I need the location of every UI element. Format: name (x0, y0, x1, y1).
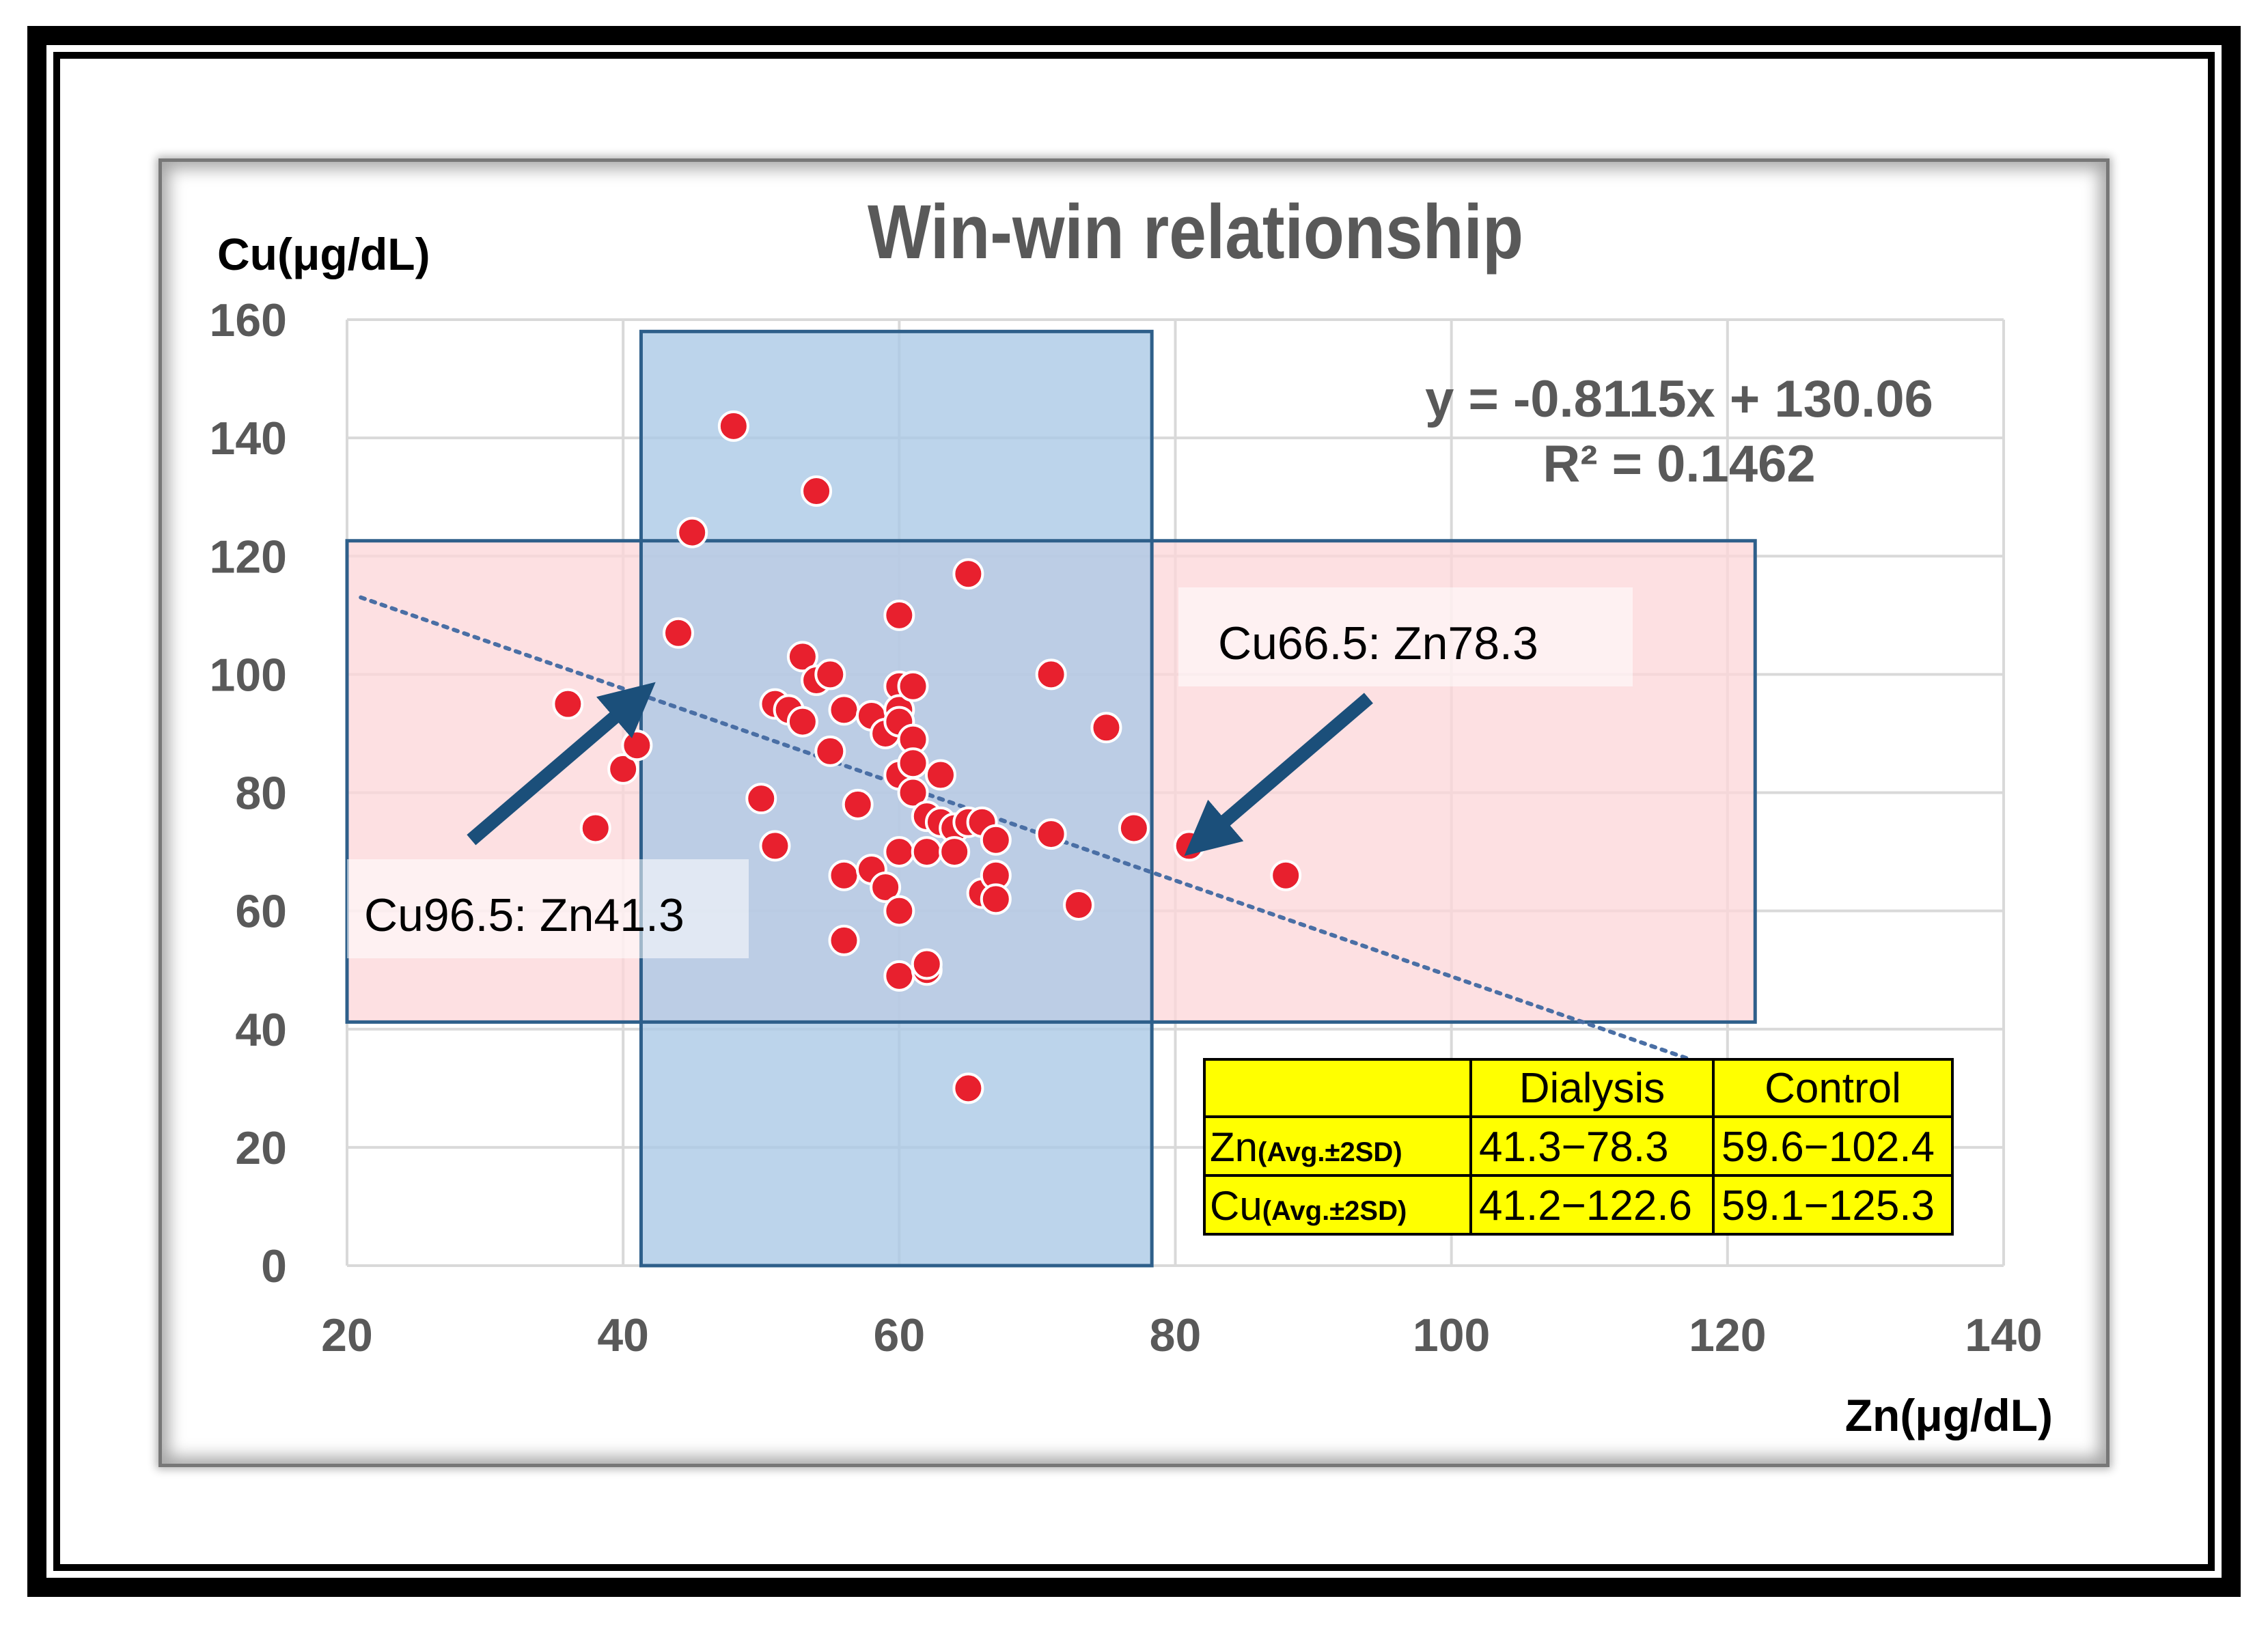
data-point (828, 694, 860, 726)
data-point (883, 960, 915, 992)
data-point (883, 599, 915, 631)
data-point (552, 688, 584, 720)
data-point (801, 475, 833, 507)
y-tick-label: 20 (235, 1122, 287, 1174)
trendline-equation: y = -0.8115x + 130.06 (1425, 370, 1933, 428)
data-point (745, 783, 777, 815)
data-point (1173, 830, 1205, 862)
data-point (952, 558, 984, 590)
data-point (607, 753, 639, 785)
data-point (842, 788, 874, 820)
stats-table: Dialysis Control Zn(Avg.±2SD) 41.3−78.3 59.6… (1203, 1058, 1954, 1236)
x-tick-label: 120 (1689, 1309, 1766, 1361)
data-point (883, 895, 915, 927)
table-header-dialysis: Dialysis (1519, 1065, 1665, 1112)
y-tick-label: 100 (210, 649, 287, 701)
data-point (786, 641, 818, 673)
y-tick-label: 0 (261, 1240, 287, 1292)
data-point (814, 658, 846, 691)
data-point (911, 948, 943, 980)
table-row-sublabel: (Avg.±2SD) (1262, 1196, 1407, 1226)
data-point (759, 830, 791, 862)
data-point (911, 836, 943, 868)
annotations-layer: Cu66.5: Zn78.3 Cu96.5: Zn41.3 (347, 587, 1633, 958)
data-point (1270, 859, 1302, 891)
x-tick-label: 140 (1965, 1309, 2042, 1361)
data-point (676, 516, 708, 548)
data-point (870, 872, 902, 903)
data-point (814, 735, 846, 767)
y-tick-label: 60 (235, 886, 287, 938)
table-cell-control: 59.1−125.3 (1721, 1182, 1935, 1229)
data-point (1063, 889, 1095, 921)
table-row-label: Zn(Avg.±2SD) (1210, 1124, 1402, 1170)
y-tick-label: 80 (235, 768, 287, 820)
x-axis-label: Zn(μg/dL) (1845, 1390, 2053, 1440)
inner-frame (53, 52, 2215, 1571)
data-point (621, 729, 653, 762)
arrow-left-annotation (467, 682, 656, 846)
table-background (1203, 1058, 1954, 1236)
data-point (952, 1072, 984, 1104)
data-point (980, 883, 1012, 915)
data-point (828, 859, 860, 891)
data-point (1118, 812, 1150, 844)
table-row-label: Cu(Avg.±2SD) (1210, 1183, 1407, 1229)
annotation-box-left (347, 859, 749, 958)
annotation-box-right (1178, 587, 1633, 686)
table-row-element: Cu (1210, 1183, 1262, 1229)
zn-range-border (639, 329, 1154, 1268)
x-tick-label: 100 (1413, 1309, 1490, 1361)
data-points (552, 410, 1302, 1104)
data-point (828, 924, 860, 956)
trendline-r-squared: R² = 0.1462 (1543, 435, 1815, 493)
table-cell-control: 59.6−102.4 (1721, 1124, 1935, 1171)
data-point (980, 824, 1012, 856)
data-point (717, 410, 749, 442)
y-axis-label: Cu(μg/dL) (217, 229, 430, 279)
table-header-control: Control (1765, 1065, 1901, 1112)
plot-card (158, 158, 2110, 1467)
x-tick-label: 60 (874, 1309, 926, 1361)
data-point (663, 617, 694, 649)
x-tick-label: 40 (597, 1309, 649, 1361)
y-tick-label: 40 (235, 1004, 287, 1056)
table-cell-dialysis: 41.3−78.3 (1479, 1124, 1669, 1171)
data-point (883, 836, 915, 868)
table-row-sublabel: (Avg.±2SD) (1258, 1137, 1402, 1167)
x-tick-label: 20 (321, 1309, 373, 1361)
data-point (1035, 658, 1067, 691)
chart-title: Win-win relationship (868, 189, 1523, 275)
data-point (579, 812, 611, 844)
cu-range-border (345, 539, 1757, 1024)
table-cell-dialysis: 41.2−122.6 (1479, 1182, 1692, 1229)
data-point (1090, 712, 1122, 744)
data-point (897, 747, 929, 779)
data-point (924, 759, 956, 791)
arrow-right-annotation (1184, 693, 1373, 857)
data-point (1035, 818, 1067, 850)
data-point (786, 706, 818, 738)
y-tick-label: 140 (210, 413, 287, 464)
annotation-label-right: Cu66.5: Zn78.3 (1218, 617, 1538, 669)
annotation-label-left: Cu96.5: Zn41.3 (364, 889, 684, 941)
data-point (897, 777, 929, 809)
zn-range-fill (641, 331, 1152, 1266)
trendline-layer (359, 595, 1702, 1066)
data-point (897, 670, 929, 702)
trendline (359, 595, 1702, 1066)
y-tick-label: 160 (210, 294, 287, 346)
data-point (939, 836, 971, 868)
x-tick-label: 80 (1150, 1309, 1202, 1361)
y-tick-label: 120 (210, 531, 287, 583)
table-row-element: Zn (1210, 1124, 1258, 1170)
